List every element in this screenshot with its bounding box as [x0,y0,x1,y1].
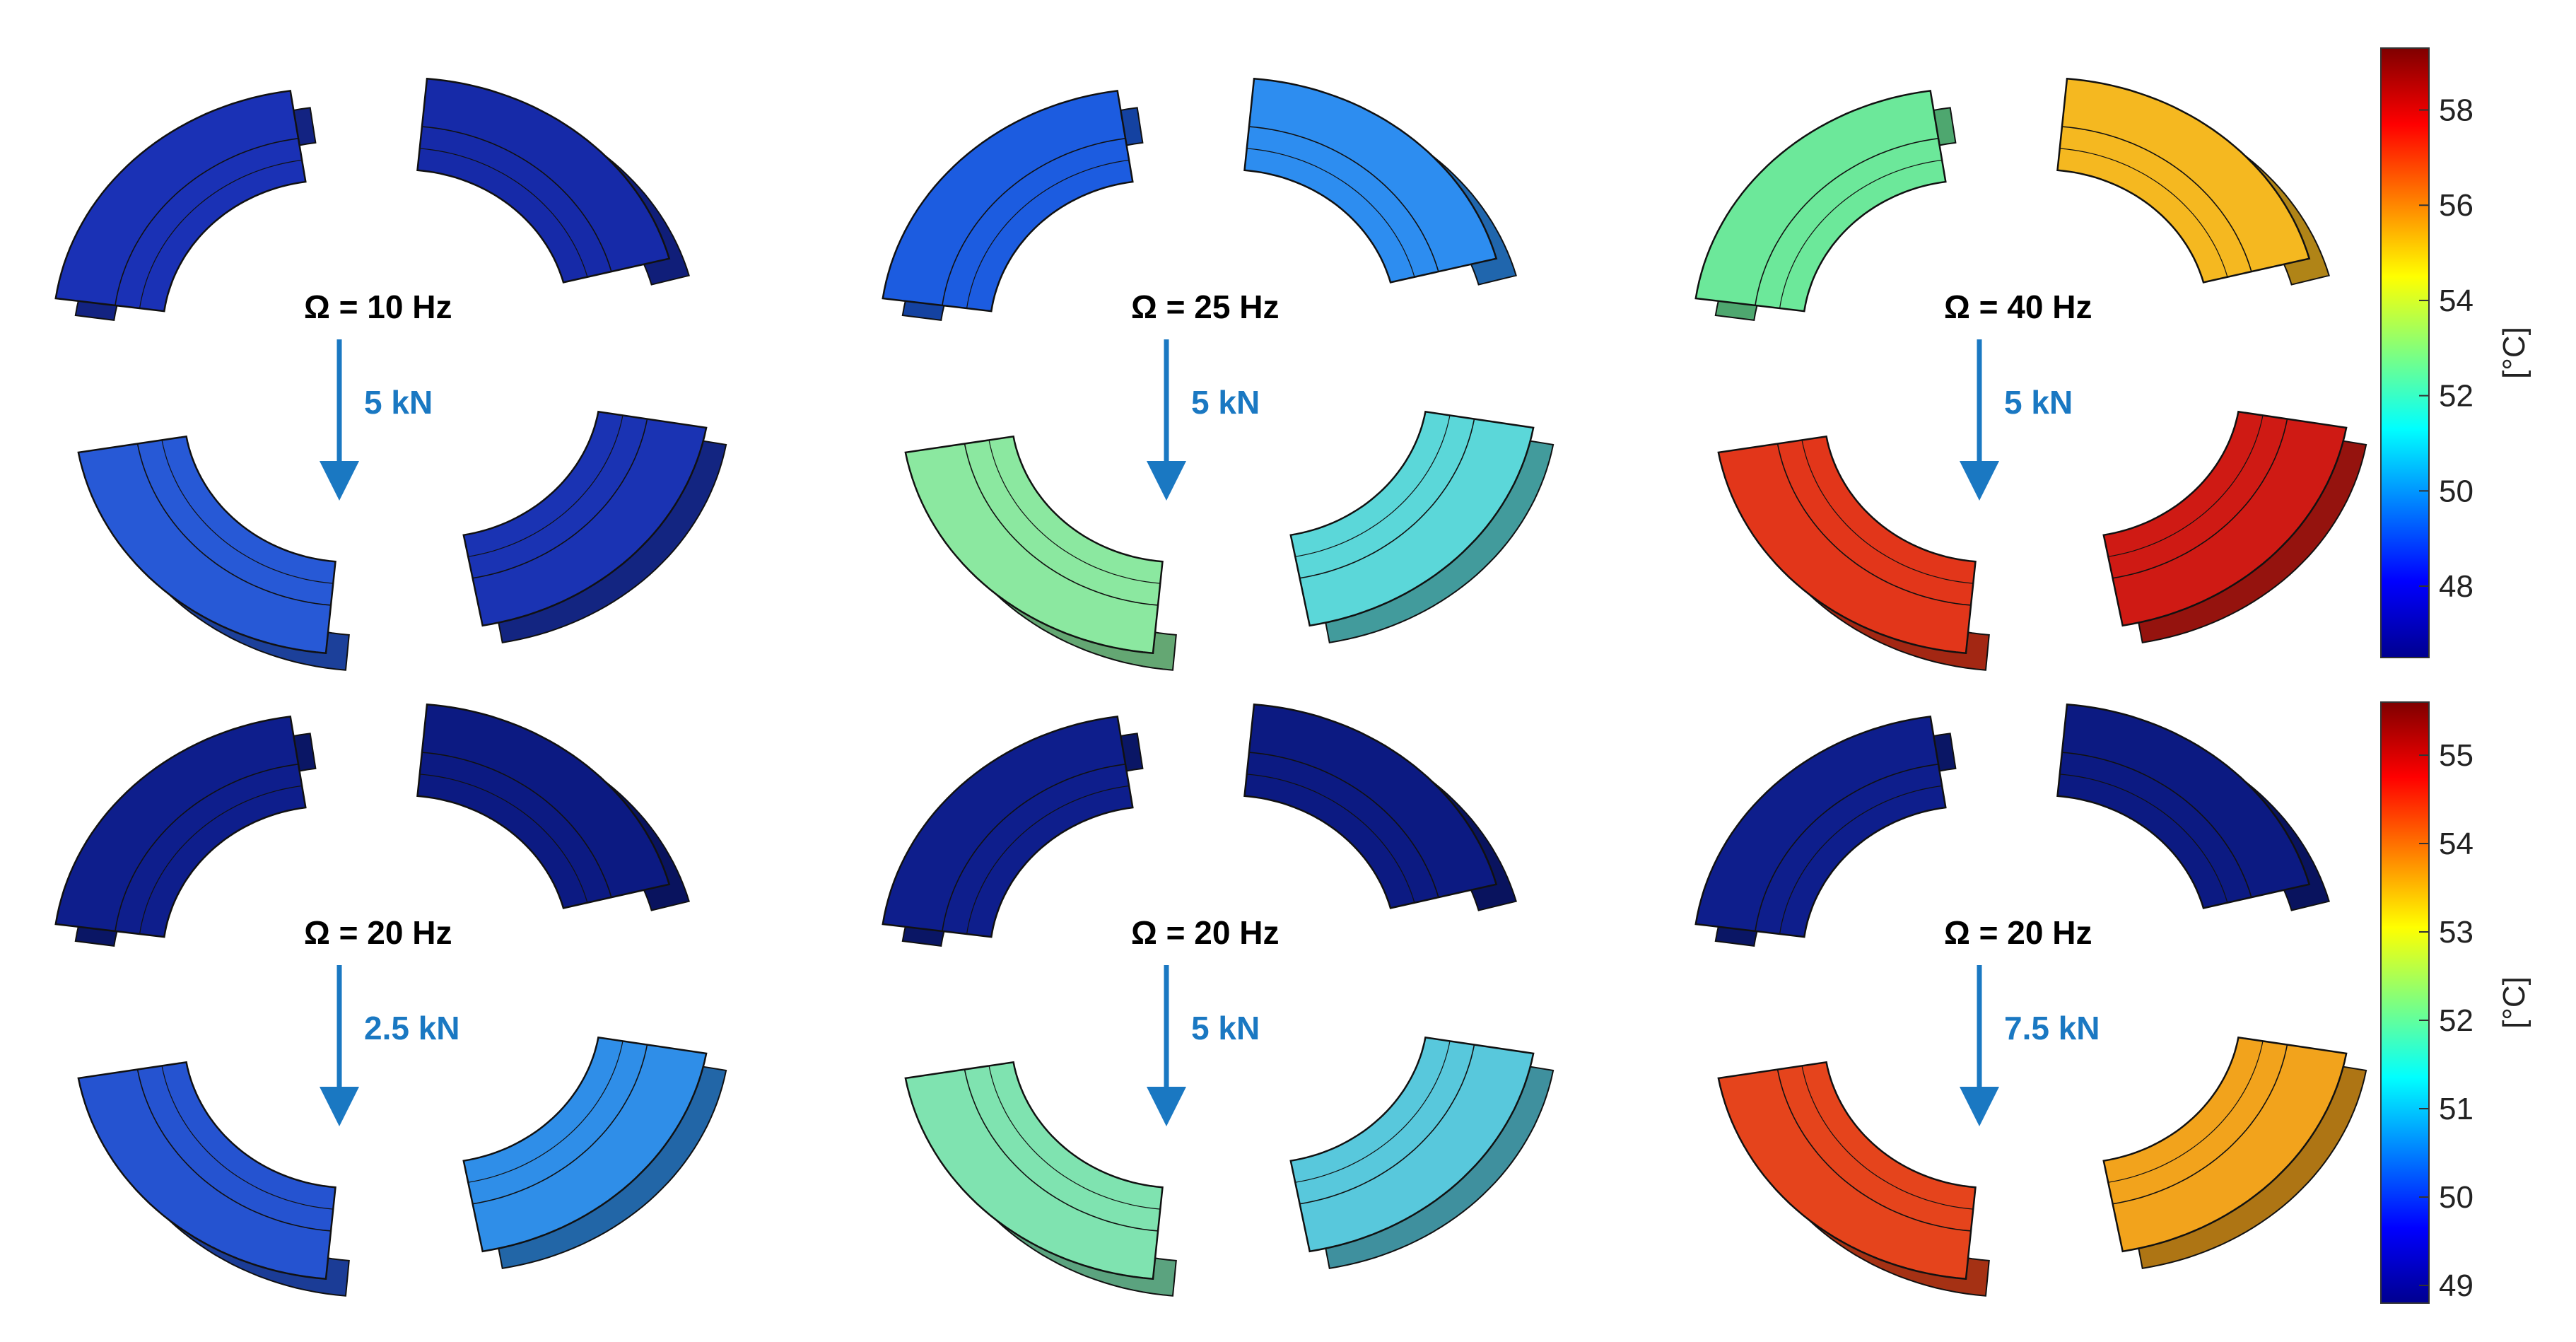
bearing-pad-4 [1717,1061,1990,1297]
colorbar-tick-label: 54 [2439,284,2473,318]
bearing-pad-3 [462,410,727,643]
colorbar-tick-label: 56 [2439,188,2473,223]
load-label: 7.5 kN [2004,1010,2100,1046]
load-label: 5 kN [1191,1010,1260,1046]
bearing-pad-3 [2102,410,2367,643]
bearing-pad-4 [904,1061,1177,1297]
bearing-pad-2 [1243,703,1517,911]
bearing-pad-1 [882,715,1144,947]
bearing-pad-3 [1289,410,1555,643]
colorbar-tick-label: 49 [2439,1268,2473,1303]
bearing-panel-3: Ω = 40 Hz 5 kN [1694,77,2367,671]
bearing-pad-3 [2102,1036,2367,1269]
speed-label: Ω = 40 Hz [1944,288,2092,325]
bearing-pad-3 [1289,1036,1555,1269]
colorbar-tick-label: 52 [2439,1003,2473,1038]
colorbar-unit-label: [°C] [2497,327,2531,379]
bearing-pad-4 [77,435,350,671]
colorbar-tick-label: 51 [2439,1092,2473,1126]
bearing-pad-1 [1694,715,1957,947]
bearing-pad-1 [54,89,317,322]
bearing-panel-1: Ω = 10 Hz 5 kN [54,77,727,671]
bearing-pad-4 [904,435,1177,671]
bearing-pad-1 [882,89,1144,322]
bearing-pad-4 [1717,435,1990,671]
speed-label: Ω = 20 Hz [304,914,452,951]
load-label: 2.5 kN [364,1010,460,1046]
bearing-panel-6: Ω = 20 Hz 7.5 kN [1694,703,2367,1297]
colorbar-tick-label: 50 [2439,474,2473,508]
colorbar-tick-label: 54 [2439,827,2473,861]
bearing-pad-2 [1243,77,1517,286]
bearing-panel-2: Ω = 25 Hz 5 kN [882,77,1555,671]
bearing-panel-4: Ω = 20 Hz 2.5 kN [54,703,727,1297]
load-label: 5 kN [2004,384,2073,421]
bearing-pad-3 [462,1036,727,1269]
colorbar-tick-label: 52 [2439,379,2473,414]
bearing-pad-1 [1694,89,1957,322]
colorbar-tick-label: 55 [2439,738,2473,773]
bearing-pad-2 [2056,703,2330,911]
colorbar-1: 58 56 54 52 50 48 [°C] [2380,47,2531,658]
bearing-pad-2 [416,77,690,286]
speed-label: Ω = 20 Hz [1944,914,2092,951]
speed-label: Ω = 10 Hz [304,288,452,325]
bearing-pad-2 [2056,77,2330,286]
bearing-pad-2 [416,703,690,911]
colorbar-tick-label: 50 [2439,1180,2473,1215]
speed-label: Ω = 20 Hz [1131,914,1279,951]
colorbar-tick-label: 58 [2439,93,2473,128]
colorbar-2: 55 54 53 52 51 50 49 [°C] [2380,701,2531,1304]
bearing-pad-1 [54,715,317,947]
colorbar-gradient [2380,47,2430,658]
bearing-panel-5: Ω = 20 Hz 5 kN [882,703,1555,1297]
colorbar-unit-label: [°C] [2497,976,2531,1029]
colorbar-tick-label: 48 [2439,569,2473,604]
colorbar-gradient [2380,701,2430,1304]
bearing-pad-4 [77,1061,350,1297]
load-label: 5 kN [1191,384,1260,421]
colorbar-tick-label: 53 [2439,915,2473,950]
load-label: 5 kN [364,384,433,421]
speed-label: Ω = 25 Hz [1131,288,1279,325]
